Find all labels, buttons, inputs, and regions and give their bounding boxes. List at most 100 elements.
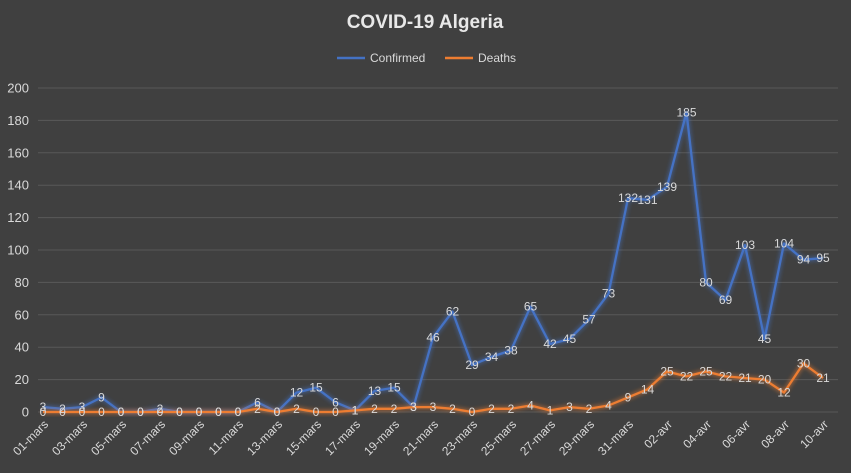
data-label-confirmed: 29 xyxy=(465,358,479,372)
y-tick-label: 60 xyxy=(15,307,29,322)
chart-title: COVID-19 Algeria xyxy=(347,12,504,33)
data-label-confirmed: 139 xyxy=(657,180,677,194)
data-label-deaths: 30 xyxy=(797,356,811,370)
data-label-confirmed: 0 xyxy=(176,405,183,419)
data-label-confirmed: 45 xyxy=(563,332,577,346)
x-tick-label: 23-mars xyxy=(439,417,480,458)
data-label-confirmed: 103 xyxy=(735,238,755,252)
y-tick-label: 40 xyxy=(15,340,29,355)
data-label-confirmed: 80 xyxy=(699,275,713,289)
data-label-deaths: 2 xyxy=(371,402,378,416)
data-label-confirmed: 104 xyxy=(774,237,794,251)
data-label-deaths: 0 xyxy=(274,405,281,419)
data-label-confirmed: 46 xyxy=(426,330,440,344)
x-tick-label: 19-mars xyxy=(361,417,402,458)
gridlines xyxy=(38,87,838,413)
data-label-deaths: 12 xyxy=(777,386,791,400)
data-label-confirmed: 95 xyxy=(816,251,830,265)
data-label-deaths: 0 xyxy=(98,405,105,419)
data-label-deaths: 0 xyxy=(79,405,86,419)
data-label-deaths: 0 xyxy=(235,405,242,419)
x-tick-label: 13-mars xyxy=(244,417,285,458)
data-label-deaths: 0 xyxy=(118,405,125,419)
y-tick-label: 200 xyxy=(7,81,29,96)
data-label-confirmed: 57 xyxy=(582,313,596,327)
data-label-deaths: 0 xyxy=(40,405,47,419)
x-tick-label: 15-mars xyxy=(283,417,324,458)
data-label-deaths: 0 xyxy=(313,405,320,419)
data-label-deaths: 3 xyxy=(430,400,437,414)
data-label-confirmed: 15 xyxy=(309,381,323,395)
data-label-deaths: 22 xyxy=(680,369,694,383)
data-label-deaths: 25 xyxy=(699,365,713,379)
y-tick-label: 20 xyxy=(15,372,29,387)
y-tick-label: 160 xyxy=(7,145,29,160)
data-label-confirmed: 0 xyxy=(118,405,125,419)
data-label-deaths: 25 xyxy=(660,365,674,379)
data-label-deaths: 1 xyxy=(352,403,359,417)
x-tick-label: 07-mars xyxy=(127,417,168,458)
data-label-deaths: 0 xyxy=(469,405,476,419)
data-label-confirmed: 62 xyxy=(446,305,460,319)
x-tick-label: 17-mars xyxy=(322,417,363,458)
x-tick-label: 03-mars xyxy=(49,417,90,458)
data-label-confirmed: 65 xyxy=(524,300,538,314)
data-label-confirmed: 6 xyxy=(332,395,339,409)
y-tick-label: 140 xyxy=(7,178,29,193)
series-line-deaths xyxy=(43,362,824,414)
data-label-confirmed: 0 xyxy=(196,405,203,419)
data-label-deaths: 0 xyxy=(176,405,183,419)
x-tick-label: 25-mars xyxy=(478,417,519,458)
data-label-confirmed: 2 xyxy=(157,402,164,416)
data-label-deaths: 0 xyxy=(196,405,203,419)
data-label-confirmed: 0 xyxy=(215,405,222,419)
x-tick-label: 01-mars xyxy=(10,417,51,458)
data-label-confirmed: 15 xyxy=(387,381,401,395)
data-label-confirmed: 6 xyxy=(254,395,261,409)
x-tick-label: 04-avr xyxy=(680,417,714,451)
y-axis: 0 20 40 60 80 100 120 140 160 180 200 xyxy=(7,81,29,420)
data-label-confirmed: 45 xyxy=(758,332,772,346)
data-label-deaths: 0 xyxy=(137,405,144,419)
data-label-deaths: 0 xyxy=(157,405,164,419)
y-tick-label: 100 xyxy=(7,243,29,258)
data-label-confirmed: 3 xyxy=(79,400,86,414)
data-label-confirmed: 131 xyxy=(637,193,657,207)
data-label-confirmed: 3 xyxy=(40,400,47,414)
x-tick-label: 27-mars xyxy=(517,417,558,458)
legend: Confirmed Deaths xyxy=(337,51,516,65)
data-label-confirmed: 42 xyxy=(543,337,557,351)
y-tick-label: 80 xyxy=(15,275,29,290)
x-axis: 01-mars03-mars05-mars07-mars09-mars11-ma… xyxy=(10,417,831,458)
x-tick-label: 31-mars xyxy=(595,417,636,458)
data-label-deaths: 2 xyxy=(488,402,495,416)
y-tick-label: 120 xyxy=(7,210,29,225)
data-label-deaths: 3 xyxy=(566,400,573,414)
x-tick-label: 21-mars xyxy=(400,417,441,458)
data-label-deaths: 3 xyxy=(410,400,417,414)
data-label-confirmed: 38 xyxy=(504,343,518,357)
data-label-deaths: 0 xyxy=(332,405,339,419)
data-label-deaths: 21 xyxy=(816,371,830,385)
data-label-deaths: 14 xyxy=(641,382,655,396)
data-label-deaths: 0 xyxy=(215,405,222,419)
data-label-deaths: 2 xyxy=(586,402,593,416)
data-label-confirmed: 1 xyxy=(352,403,359,417)
data-label-confirmed: 12 xyxy=(290,386,304,400)
data-label-deaths: 20 xyxy=(758,373,772,387)
y-tick-label: 180 xyxy=(7,113,29,128)
data-label-deaths: 2 xyxy=(293,402,300,416)
data-label-confirmed: 3 xyxy=(410,400,417,414)
x-tick-label: 02-avr xyxy=(641,417,675,451)
x-tick-label: 05-mars xyxy=(88,417,129,458)
data-label-confirmed: 0 xyxy=(235,405,242,419)
data-label-confirmed: 69 xyxy=(719,293,733,307)
data-label-deaths: 0 xyxy=(59,405,66,419)
x-tick-label: 11-mars xyxy=(206,417,246,457)
data-label-confirmed: 0 xyxy=(137,405,144,419)
data-label-deaths: 1 xyxy=(547,403,554,417)
data-label-confirmed: 132 xyxy=(618,191,638,205)
data-label-confirmed: 0 xyxy=(274,405,281,419)
